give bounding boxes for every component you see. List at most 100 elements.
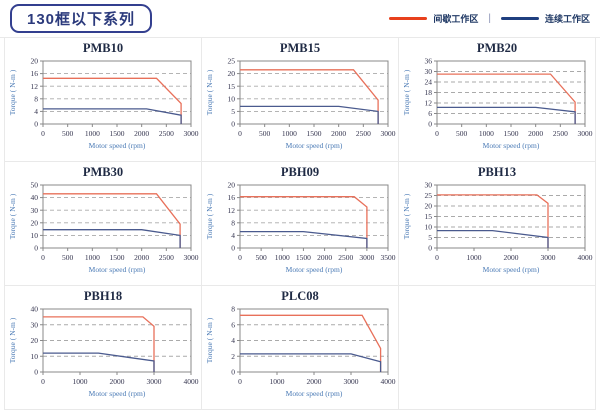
- svg-text:24: 24: [425, 78, 433, 87]
- svg-text:4: 4: [34, 107, 38, 116]
- svg-text:1000: 1000: [275, 253, 290, 262]
- svg-text:3000: 3000: [359, 253, 374, 262]
- svg-text:500: 500: [62, 253, 74, 262]
- svg-text:30: 30: [425, 67, 433, 76]
- chart-title: PBH13: [477, 165, 517, 179]
- x-axis-label: Motor speed (rpm): [286, 141, 343, 150]
- svg-text:2: 2: [231, 352, 235, 361]
- svg-text:30: 30: [31, 206, 39, 215]
- svg-text:3000: 3000: [344, 377, 359, 386]
- legend-intermittent-label: 间歇工作区: [433, 14, 479, 24]
- svg-text:2500: 2500: [553, 129, 568, 138]
- svg-text:36: 36: [425, 57, 433, 66]
- legend-item-intermittent: 间歇工作区: [389, 12, 478, 25]
- svg-text:30: 30: [31, 320, 39, 329]
- legend-item-continuous: 连续工作区: [500, 12, 590, 25]
- y-axis-label: Torque ( N-m ): [205, 193, 214, 239]
- chart-plot: 0 500 1000 1500 2000 2500 3000 0 5 10 15 20 25 Motor …: [205, 57, 396, 150]
- x-axis-label: Motor speed (rpm): [89, 141, 146, 150]
- svg-text:4000: 4000: [184, 377, 199, 386]
- svg-text:1000: 1000: [73, 377, 88, 386]
- svg-text:20: 20: [228, 69, 236, 78]
- svg-text:2500: 2500: [356, 129, 371, 138]
- chart-title: PBH18: [83, 289, 123, 303]
- chart-plot: 0 1000 2000 3000 4000 0 2 4 6 8 Motor speed (rpm) T…: [205, 305, 396, 398]
- svg-text:10: 10: [228, 94, 236, 103]
- y-axis-label: Torque ( N-m ): [8, 317, 17, 363]
- svg-text:2000: 2000: [134, 253, 149, 262]
- svg-text:3000: 3000: [578, 129, 593, 138]
- chart-plot: 0 500 1000 1500 2000 2500 3000 0 4 8 12 16 20 Motor s…: [8, 57, 199, 150]
- chart-cell: PMB20 0 500 1000 1500 2000 2500 3000 0 6 12 18 24 30 3…: [399, 38, 596, 162]
- svg-text:10: 10: [425, 223, 433, 232]
- svg-text:3000: 3000: [541, 253, 556, 262]
- svg-text:1500: 1500: [307, 129, 322, 138]
- svg-text:50: 50: [31, 181, 39, 190]
- x-axis-label: Motor speed (rpm): [286, 389, 343, 398]
- svg-text:0: 0: [231, 244, 235, 253]
- continuous-line-swatch: [500, 17, 539, 20]
- x-axis-label: Motor speed (rpm): [483, 141, 540, 150]
- svg-text:2000: 2000: [110, 377, 125, 386]
- svg-text:1000: 1000: [467, 253, 482, 262]
- svg-text:1500: 1500: [296, 253, 311, 262]
- svg-text:10: 10: [31, 352, 39, 361]
- chart-cell: PMB30 0 500 1000 1500 2000 2500 3000 0 10 20 30 40 50…: [5, 162, 202, 286]
- chart-title: PLC08: [281, 289, 319, 303]
- svg-text:0: 0: [34, 368, 38, 377]
- svg-text:15: 15: [228, 82, 236, 91]
- svg-text:0: 0: [41, 129, 45, 138]
- svg-text:18: 18: [425, 88, 433, 97]
- legend-separator: |: [488, 13, 491, 24]
- svg-text:3000: 3000: [184, 253, 199, 262]
- svg-text:16: 16: [31, 69, 39, 78]
- chart-plot: 0 500 1000 1500 2000 2500 3000 0 10 20 30 40 50 Motor…: [8, 181, 199, 274]
- x-axis-label: Motor speed (rpm): [89, 265, 146, 274]
- svg-text:0: 0: [231, 120, 235, 129]
- empty-cell: [399, 286, 596, 410]
- chart-title: PMB10: [82, 41, 124, 55]
- y-axis-label: Torque ( N-m ): [402, 69, 411, 115]
- svg-text:2500: 2500: [338, 253, 353, 262]
- svg-text:0: 0: [428, 244, 432, 253]
- svg-text:4000: 4000: [578, 253, 593, 262]
- svg-text:10: 10: [31, 231, 39, 240]
- svg-text:8: 8: [34, 94, 38, 103]
- y-axis-label: Torque ( N-m ): [8, 193, 17, 239]
- svg-text:6: 6: [231, 320, 235, 329]
- svg-text:1500: 1500: [110, 129, 125, 138]
- chart-title: PMB20: [476, 41, 518, 55]
- svg-text:8: 8: [231, 305, 235, 314]
- svg-text:8: 8: [231, 218, 235, 227]
- x-axis-label: Motor speed (rpm): [89, 389, 146, 398]
- svg-text:2000: 2000: [528, 129, 543, 138]
- page-header: 130框以下系列 间歇工作区 | 连续工作区: [0, 0, 600, 38]
- y-axis-label: Torque ( N-m ): [402, 193, 411, 239]
- page-title: 130框以下系列: [10, 4, 153, 33]
- svg-text:5: 5: [231, 107, 235, 116]
- chart-title: PMB30: [82, 165, 124, 179]
- svg-text:0: 0: [238, 253, 242, 262]
- svg-text:0: 0: [238, 129, 242, 138]
- svg-text:20: 20: [425, 202, 433, 211]
- svg-text:40: 40: [31, 305, 39, 314]
- svg-text:40: 40: [31, 193, 39, 202]
- svg-text:0: 0: [231, 368, 235, 377]
- svg-text:12: 12: [228, 206, 236, 215]
- legend: 间歇工作区 | 连续工作区: [389, 12, 590, 25]
- svg-text:20: 20: [31, 57, 39, 66]
- svg-text:0: 0: [435, 253, 439, 262]
- chart-title: PMB15: [279, 41, 321, 55]
- x-axis-label: Motor speed (rpm): [286, 265, 343, 274]
- svg-text:0: 0: [34, 244, 38, 253]
- chart-plot: 0 1000 2000 3000 4000 0 10 20 30 40 Motor speed (r…: [8, 305, 199, 398]
- svg-text:2000: 2000: [307, 377, 322, 386]
- y-axis-label: Torque ( N-m ): [205, 69, 214, 115]
- svg-text:15: 15: [425, 212, 433, 221]
- svg-text:0: 0: [41, 253, 45, 262]
- svg-text:4: 4: [231, 336, 235, 345]
- intermittent-line-swatch: [389, 17, 428, 20]
- svg-text:2500: 2500: [159, 253, 174, 262]
- svg-text:6: 6: [428, 109, 432, 118]
